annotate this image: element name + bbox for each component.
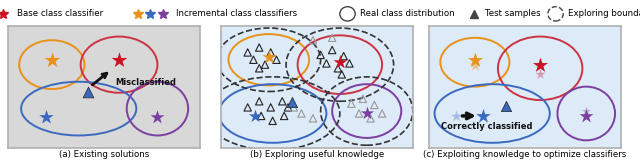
Point: [321, 62, 332, 65]
Point: [152, 116, 163, 118]
Point: [114, 58, 124, 61]
Text: Correctly classified: Correctly classified: [441, 122, 532, 131]
Point: [333, 67, 343, 70]
Point: [266, 106, 276, 109]
Point: [535, 63, 545, 66]
Point: [283, 106, 293, 109]
Point: [264, 56, 274, 59]
Point: [335, 61, 345, 64]
Point: [500, 105, 511, 107]
Point: [83, 90, 93, 93]
Point: [271, 58, 282, 61]
Point: [581, 115, 591, 117]
Text: Exploring boundary: Exploring boundary: [568, 9, 640, 18]
Point: [277, 100, 287, 103]
Point: [327, 49, 337, 51]
Point: [316, 54, 326, 56]
Point: [41, 116, 51, 118]
Point: [369, 104, 380, 106]
Text: Misclassified: Misclassified: [115, 79, 176, 87]
Point: [535, 73, 545, 76]
Point: [308, 117, 318, 120]
Point: [279, 115, 289, 117]
X-axis label: (b) Exploring useful knowledge: (b) Exploring useful knowledge: [250, 150, 384, 159]
Point: [243, 51, 253, 54]
Point: [254, 100, 264, 103]
Point: [354, 112, 364, 115]
Point: [362, 112, 372, 115]
Point: [254, 46, 264, 49]
Point: [339, 55, 349, 57]
Point: [250, 115, 260, 117]
Point: [344, 62, 355, 65]
Point: [289, 106, 299, 109]
Point: [470, 63, 480, 66]
Point: [256, 115, 266, 117]
Text: Incremental class classifiers: Incremental class classifiers: [176, 9, 297, 18]
Point: [346, 102, 356, 105]
Point: [254, 67, 264, 70]
Point: [365, 117, 376, 120]
Point: [266, 51, 276, 54]
Point: [358, 98, 368, 100]
Point: [477, 115, 488, 117]
Point: [327, 36, 337, 39]
Point: [451, 115, 461, 117]
Point: [296, 112, 307, 115]
Point: [260, 63, 270, 66]
X-axis label: (c) Exploiting knowledge to optimize classifiers: (c) Exploiting knowledge to optimize cla…: [423, 150, 627, 159]
Text: Real class distribution: Real class distribution: [360, 9, 454, 18]
Point: [581, 110, 591, 112]
Point: [308, 39, 318, 42]
Text: Base class classifier: Base class classifier: [17, 9, 104, 18]
Point: [47, 58, 57, 61]
Point: [377, 112, 387, 115]
Point: [268, 119, 278, 122]
X-axis label: (a) Existing solutions: (a) Existing solutions: [58, 150, 149, 159]
Text: Test samples: Test samples: [485, 9, 541, 18]
Point: [243, 106, 253, 109]
Point: [287, 101, 297, 104]
Point: [248, 58, 259, 61]
Point: [337, 73, 347, 76]
Point: [470, 58, 480, 61]
